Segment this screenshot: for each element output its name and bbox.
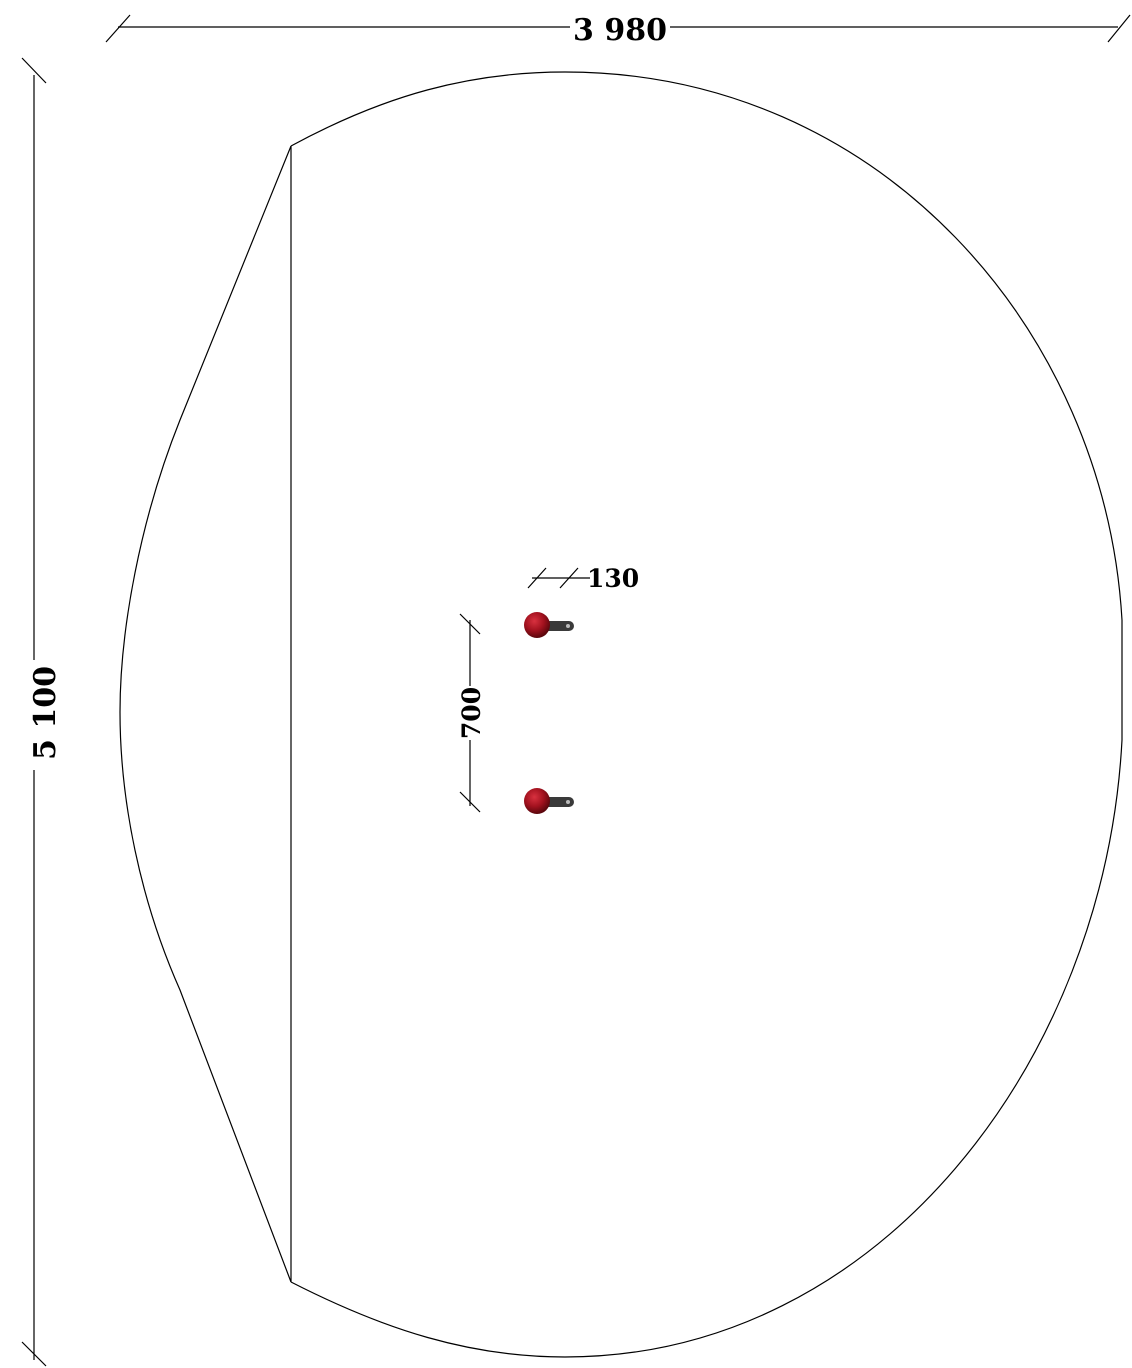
dimension-width: 3 980 — [105, 10, 1131, 48]
dimension-tick-offset-1 — [527, 567, 547, 589]
coat-hook-icon — [524, 788, 574, 814]
mirror-outline — [119, 71, 1123, 1358]
dimension-bracket-offset: 130 — [527, 564, 639, 593]
mirror-curved-edge — [290, 71, 1123, 1358]
dimension-bracket-spacing: 700 — [457, 613, 486, 813]
dimension-label-offset: 130 — [587, 564, 639, 593]
dimension-height: 5 100 — [18, 57, 63, 1367]
dimension-label-width: 3 980 — [573, 13, 667, 48]
mirror-left-bulge — [119, 145, 292, 1283]
dimension-tick-bottom — [21, 1341, 47, 1367]
coat-hook-icon — [524, 612, 574, 638]
dimension-tick-spacing-top — [459, 613, 481, 635]
dimension-label-spacing: 700 — [457, 687, 486, 739]
dimension-tick-left — [105, 14, 131, 43]
dimension-tick-spacing-bottom — [459, 791, 481, 813]
hook-knob-lower — [524, 788, 550, 814]
hook-knob-upper — [524, 612, 550, 638]
dimension-tick-right — [1107, 14, 1131, 43]
dimension-tick-top — [21, 57, 47, 84]
dimension-tick-offset-2 — [559, 567, 579, 589]
dimension-label-height: 5 100 — [28, 666, 63, 760]
